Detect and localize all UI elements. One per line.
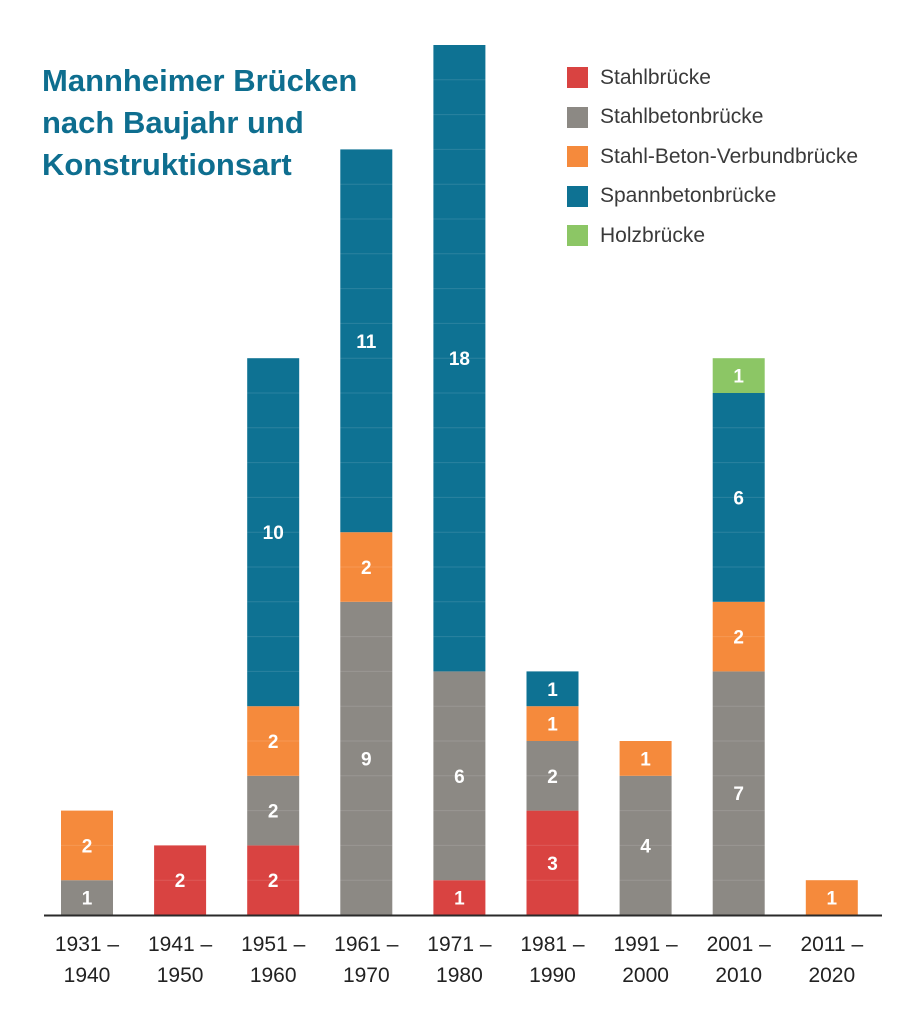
bar-segment-stahlbruecke <box>433 880 486 915</box>
x-tick-label: 2020 <box>808 964 855 987</box>
bar-segment-stahlbetonbruecke <box>247 775 300 846</box>
bar-segment-spannbetonbruecke <box>247 358 300 707</box>
bar-segment-stahl-beton-verbundbruecke <box>340 532 393 602</box>
bar-segment-stahlbetonbruecke <box>340 601 393 915</box>
data-label: 1 <box>640 749 651 770</box>
bar-segment-stahlbruecke <box>526 810 579 915</box>
legend-item-holzbruecke: Holzbrücke <box>567 216 858 256</box>
legend-label: Stahlbetonbrücke <box>600 105 764 129</box>
data-label: 18 <box>449 349 470 370</box>
data-label: 2 <box>733 628 744 649</box>
x-tick-label: 1971 – <box>427 933 492 956</box>
bar-segment-stahlbetonbruecke <box>433 671 486 881</box>
bar-segment-stahl-beton-verbundbruecke <box>619 741 672 776</box>
chart-title: Mannheimer Brücken nach Baujahr und Kons… <box>42 63 358 182</box>
data-label: 9 <box>361 749 372 770</box>
bar-segment-stahl-beton-verbundbruecke <box>526 706 579 741</box>
data-label: 7 <box>733 784 744 805</box>
legend-swatch <box>567 185 588 207</box>
bar-segment-stahl-beton-verbundbruecke <box>247 706 300 776</box>
bar-segment-stahl-beton-verbundbruecke <box>61 810 113 881</box>
data-label: 2 <box>268 802 279 823</box>
legend-label: Holzbrücke <box>600 223 706 247</box>
bar-segment-stahlbetonbruecke <box>526 741 579 811</box>
legend-item-spannbetonbruecke: Spannbetonbrücke <box>567 177 858 217</box>
legend-swatch <box>567 67 588 89</box>
data-label: 1 <box>733 367 744 388</box>
bar-segment-spannbetonbruecke <box>712 393 765 602</box>
legend: Stahlbrücke Stahlbetonbrücke Stahl-Beton-V… <box>567 58 858 256</box>
bar-segment-stahlbruecke <box>154 845 207 915</box>
legend-label: Stahl-Beton-Verbundbrücke <box>600 144 858 168</box>
x-tick-label: 1950 <box>157 964 204 987</box>
x-tick-label: 1981 – <box>520 933 585 956</box>
x-tick-label: 1940 <box>64 964 111 987</box>
x-tick-label: 2000 <box>622 964 669 987</box>
data-label: 1 <box>547 680 558 701</box>
legend-swatch <box>567 106 588 128</box>
x-tick-label: 1970 <box>343 964 390 987</box>
bar-segment-holzbruecke <box>712 358 765 393</box>
data-label: 3 <box>547 854 558 875</box>
data-label: 1 <box>547 715 558 736</box>
data-label: 1 <box>454 889 465 910</box>
bar-segment-stahl-beton-verbundbruecke <box>712 601 765 672</box>
bar-segment-stahlbetonbruecke <box>619 775 672 915</box>
x-tick-label: 1980 <box>436 964 483 987</box>
data-label: 2 <box>268 732 279 753</box>
data-label: 1 <box>82 889 93 910</box>
legend-label: Stahlbrücke <box>600 65 711 89</box>
x-tick-label: 1991 – <box>613 933 678 956</box>
data-label: 6 <box>733 488 744 509</box>
x-tick-label: 1961 – <box>334 933 399 956</box>
bar-segment-stahl-beton-verbundbruecke <box>805 880 858 915</box>
data-label: 10 <box>263 523 284 544</box>
x-tick-label: 2001 – <box>707 933 772 956</box>
data-label: 2 <box>361 558 372 579</box>
legend-item-stahlbruecke: Stahlbrücke <box>567 58 858 98</box>
bar-segment-spannbetonbruecke <box>433 45 486 672</box>
x-tick-label: 1960 <box>250 964 297 987</box>
bar-segment-stahlbetonbruecke <box>61 880 113 915</box>
legend-item-stahlbetonbruecke: Stahlbetonbrücke <box>567 98 858 138</box>
data-label: 11 <box>356 332 377 353</box>
data-label: 4 <box>640 836 651 857</box>
data-label: 1 <box>827 889 838 910</box>
x-tick-label: 1931 – <box>55 933 120 956</box>
data-label: 2 <box>268 871 279 892</box>
data-label: 2 <box>175 871 186 892</box>
x-tick-label: 2010 <box>715 964 762 987</box>
bar-segment-stahlbruecke <box>247 845 300 915</box>
x-tick-label: 1951 – <box>241 933 306 956</box>
data-label: 2 <box>82 836 93 857</box>
x-tick-label: 2011 – <box>800 933 863 956</box>
bar-segment-spannbetonbruecke <box>340 149 393 533</box>
data-label: 6 <box>454 767 465 788</box>
legend-item-stahl-beton-verbundbruecke: Stahl-Beton-Verbundbrücke <box>567 137 858 177</box>
legend-swatch <box>567 146 588 168</box>
bar-segment-spannbetonbruecke <box>526 671 579 707</box>
x-tick-label: 1990 <box>529 964 576 987</box>
data-label: 2 <box>547 767 558 788</box>
legend-swatch <box>567 225 588 247</box>
x-tick-label: 1941 – <box>148 933 213 956</box>
legend-label: Spannbetonbrücke <box>600 184 777 208</box>
bar-segment-stahlbetonbruecke <box>712 671 765 915</box>
